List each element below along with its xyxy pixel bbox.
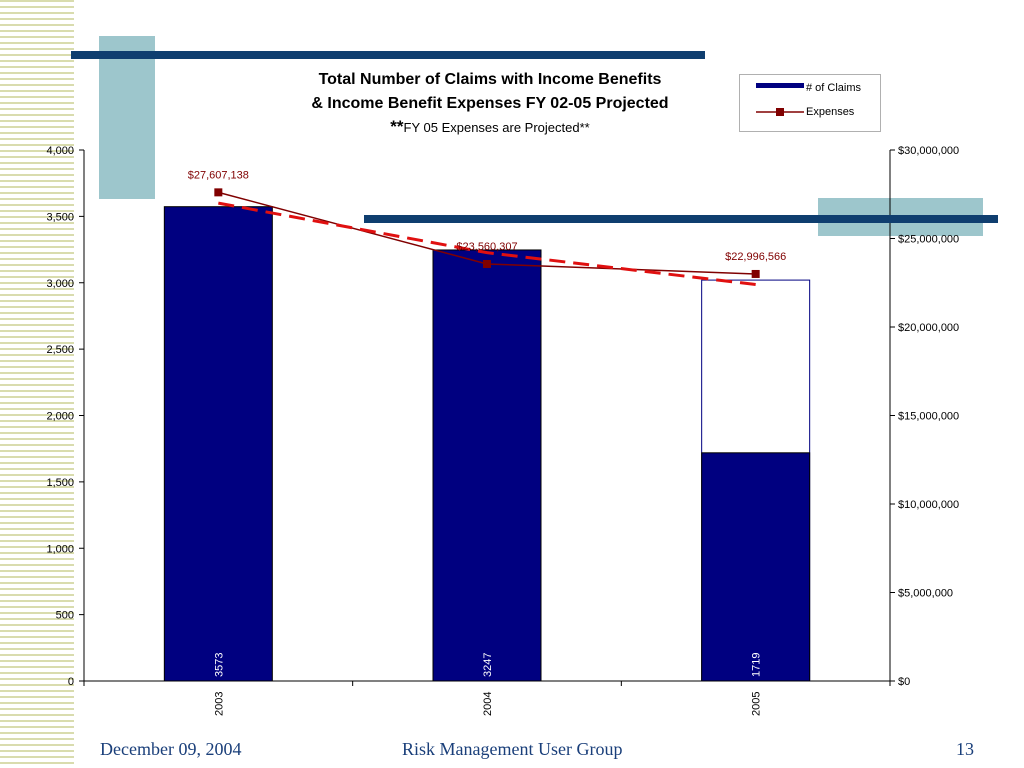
legend-label-claims: # of Claims: [806, 82, 862, 94]
left-tick-label: 1,500: [46, 477, 74, 489]
right-tick-label: $25,000,000: [898, 234, 959, 246]
chart-title-line1: Total Number of Claims with Income Benef…: [318, 71, 662, 88]
x-tick-label: 2004: [482, 692, 494, 716]
expenses-lines: [214, 188, 760, 287]
claims-bar-data-label: 1719: [751, 653, 763, 677]
legend-entry-claims: # of Claims: [740, 79, 880, 99]
left-tick-label: 3,000: [46, 278, 74, 290]
blue-bar-decoration-middle: [364, 215, 998, 223]
claims-bar-data-label: 3573: [213, 653, 225, 677]
right-tick-label: $30,000,000: [898, 145, 959, 157]
right-tick-label: $15,000,000: [898, 411, 959, 423]
left-tick-label: 1,000: [46, 543, 74, 555]
expenses-data-label: $22,996,566: [725, 251, 786, 263]
right-tick-label: $20,000,000: [898, 322, 959, 334]
x-tick-label: 2003: [213, 692, 225, 716]
chart-legend: # of Claims Expenses: [739, 74, 881, 132]
legend-claims-swatch: [756, 83, 804, 88]
left-tick-label: 2,000: [46, 411, 74, 423]
footer-date: December 09, 2004: [100, 739, 242, 759]
subtitle-stars: **: [390, 117, 404, 136]
legend-expenses-swatch: [756, 108, 804, 116]
chart-title-line2: & Income Benefit Expenses FY 02-05 Proje…: [311, 95, 669, 112]
right-tick-label: $5,000,000: [898, 588, 953, 600]
legend-label-expenses: Expenses: [806, 106, 855, 118]
expenses-data-label: $23,560,307: [456, 241, 517, 253]
left-stripe-decoration: [0, 0, 74, 768]
page-number: 13: [956, 739, 974, 759]
teal-block-decoration-top: [99, 36, 155, 199]
right-tick-label: $0: [898, 676, 910, 688]
claims-bar: [432, 249, 542, 682]
left-tick-label: 500: [56, 610, 74, 622]
chart-labels: 0 500 1,000 1,500 2,000 2,500 3,000 3,500 4,000 $…: [46, 145, 959, 716]
left-tick-label: 4,000: [46, 145, 74, 157]
left-tick-label: 3,500: [46, 211, 74, 223]
subtitle-text: FY 05 Expenses are Projected**: [403, 120, 590, 135]
expenses-trend-line: [218, 201, 756, 287]
claims-bars: [163, 206, 811, 682]
claims-bar: [163, 206, 273, 682]
claims-bar: [701, 452, 811, 682]
claims-bar-data-label: 3247: [482, 653, 494, 677]
legend-entry-expenses: Expenses: [740, 103, 880, 123]
expenses-point: [483, 259, 491, 268]
blue-bar-decoration-top: [71, 51, 705, 59]
right-tick-label: $10,000,000: [898, 499, 959, 511]
footer-title: Risk Management User Group: [402, 739, 623, 759]
expenses-data-label: $27,607,138: [188, 169, 249, 181]
left-tick-label: 0: [68, 676, 74, 688]
expenses-point: [214, 188, 223, 197]
chart-subtitle: **FY 05 Expenses are Projected**: [230, 117, 750, 137]
left-tick-label: 2,500: [46, 344, 74, 356]
x-tick-label: 2005: [751, 692, 763, 716]
expenses-point: [751, 269, 760, 278]
